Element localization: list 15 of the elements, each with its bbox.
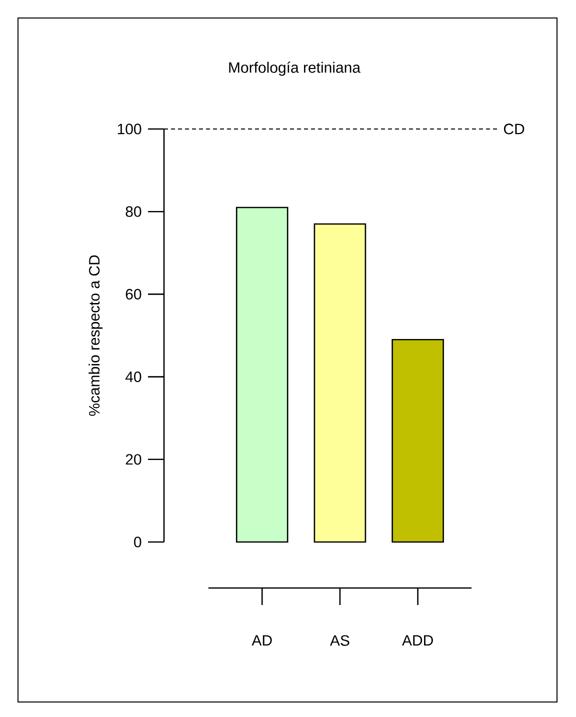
x-tick-label: AD bbox=[252, 635, 272, 646]
y-tick-label: 40 bbox=[125, 371, 142, 382]
chart-title: Morfología retiniana bbox=[229, 62, 361, 76]
bar bbox=[392, 338, 444, 543]
y-tick-label: 80 bbox=[126, 206, 142, 217]
y-axis-title: %cambio respecto a CD bbox=[88, 255, 103, 416]
x-tick-label: ADD bbox=[402, 635, 433, 646]
bar bbox=[314, 223, 366, 543]
y-tick-label: 60 bbox=[126, 288, 142, 300]
bar bbox=[236, 206, 288, 543]
y-tick-label: 0 bbox=[134, 536, 142, 548]
y-tick-label: 20 bbox=[126, 454, 142, 465]
ref-line-label: CD bbox=[504, 124, 524, 134]
x-tick-label: AS bbox=[330, 635, 350, 646]
y-tick-label: 100 bbox=[118, 124, 142, 134]
